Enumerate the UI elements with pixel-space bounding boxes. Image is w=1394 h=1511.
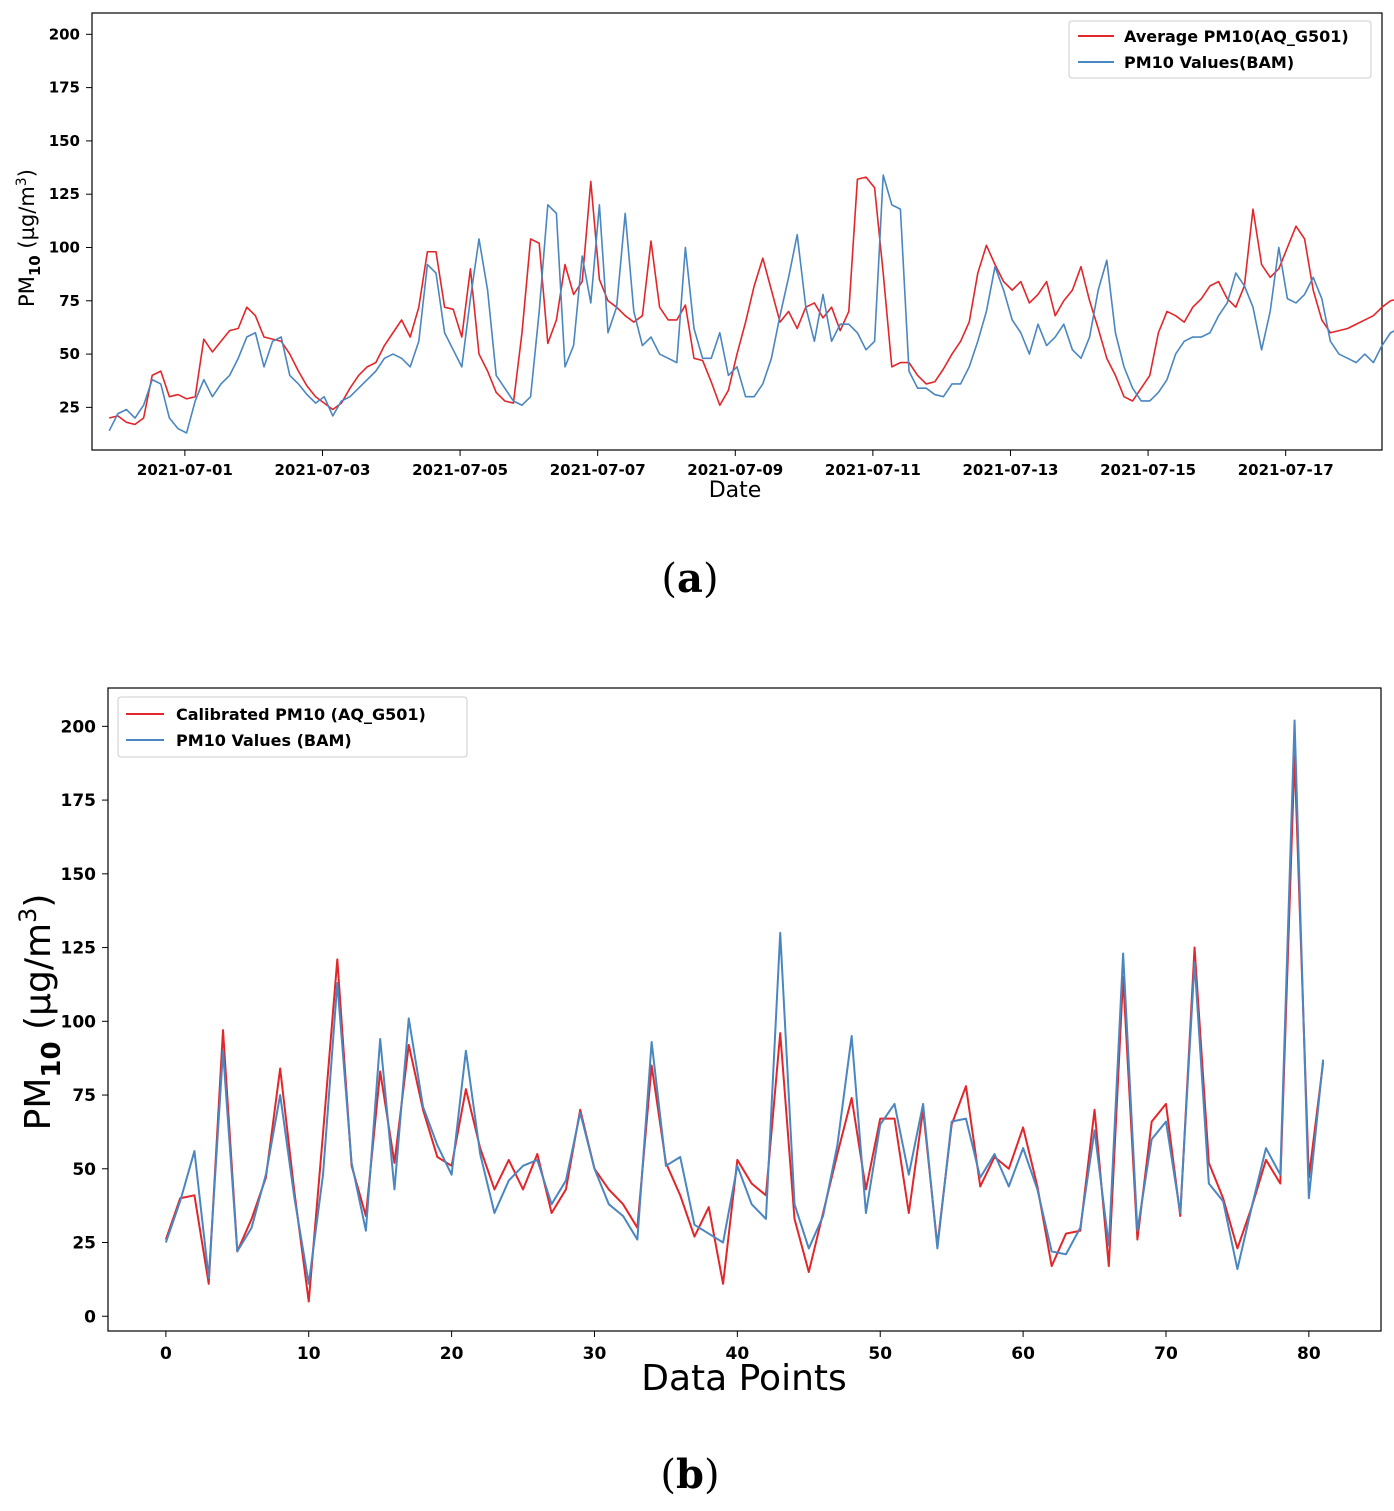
panel-b-x-tick-label: 80 xyxy=(1297,1344,1321,1364)
panel-a-y-tick-label: 175 xyxy=(49,79,80,97)
panel-a-x-tick-label: 2021-07-07 xyxy=(550,461,646,479)
panel-b-chart: 0 25 50 75 100 125 150 175 200 0 10 20 30 40 50 60 70 80… xyxy=(14,687,1382,1498)
panel-a-series-bam-line xyxy=(108,174,1394,434)
panel-b-y-tick-label: 125 xyxy=(61,939,97,959)
panel-b-y-tick-label: 175 xyxy=(61,791,97,811)
panel-a-x-tick-label: 2021-07-11 xyxy=(825,461,921,479)
panel-a-y-tick-label: 125 xyxy=(49,185,80,203)
panel-a-legend: Average PM10(AQ_G501) PM10 Values(BAM) xyxy=(1068,20,1372,79)
panel-a-chart: 25 50 75 100 125 150 175 200 2021-07-01 2021-07-… xyxy=(14,12,1394,602)
panel-b-series-bam-line xyxy=(164,719,1325,1285)
panel-a-plot-frame xyxy=(91,12,1383,451)
panel-a-x-tick-label: 2021-07-01 xyxy=(137,461,233,479)
panel-b-y-tick-label: 100 xyxy=(61,1012,97,1032)
panel-a-x-tick-label: 2021-07-17 xyxy=(1238,461,1334,479)
panel-b-y-axis-label: PM10 (µg/m3) xyxy=(14,894,67,1131)
panel-a-legend-label-average: Average PM10(AQ_G501) xyxy=(1124,27,1349,46)
panel-a-x-tick-label: 2021-07-05 xyxy=(412,461,508,479)
panel-a-y-tick-label: 100 xyxy=(49,238,80,256)
panel-a-y-tick-label: 200 xyxy=(49,25,80,43)
panel-a-x-axis-label: Date xyxy=(709,478,762,503)
panel-a-x-tick-label: 2021-07-03 xyxy=(275,461,371,479)
panel-b-caption: (b) xyxy=(660,1451,719,1498)
panel-a-x-tick-label: 2021-07-15 xyxy=(1100,461,1196,479)
panel-a-series-average-line xyxy=(109,176,1394,426)
panel-b-x-tick-label: 10 xyxy=(297,1344,321,1364)
panel-b-y-tick-label: 200 xyxy=(61,717,97,737)
panel-b-x-tick-label: 0 xyxy=(160,1344,172,1364)
panel-b-x-tick-label: 70 xyxy=(1154,1344,1178,1364)
panel-a-y-tick-label: 25 xyxy=(59,398,80,416)
panel-b-legend-box xyxy=(117,696,468,758)
panel-a-legend-label-bam: PM10 Values(BAM) xyxy=(1124,53,1294,72)
panel-b-x-tick-label: 20 xyxy=(440,1344,464,1364)
panel-b-y-tick-label: 75 xyxy=(72,1086,96,1106)
panel-b-y-tick-label: 150 xyxy=(61,865,97,885)
panel-b-x-tick-label: 40 xyxy=(726,1344,750,1364)
panel-a-y-tick-label: 50 xyxy=(59,345,80,363)
panel-a-y-tick-label: 75 xyxy=(59,292,80,310)
panel-b-x-axis-label: Data Points xyxy=(641,1358,847,1399)
panel-b-legend-label-calibrated: Calibrated PM10 (AQ_G501) xyxy=(176,705,426,724)
panel-b-plot-frame xyxy=(107,687,1382,1332)
panel-a-legend-box xyxy=(1068,20,1372,79)
panel-a-y-tick-label: 150 xyxy=(49,132,80,150)
panel-b-legend-label-bam: PM10 Values (BAM) xyxy=(176,731,352,750)
panel-b-y-tick-label: 25 xyxy=(72,1234,96,1254)
panel-b-x-tick-label: 60 xyxy=(1011,1344,1035,1364)
panel-b-legend: Calibrated PM10 (AQ_G501) PM10 Values (B… xyxy=(117,696,468,758)
panel-a-x-tick-label: 2021-07-13 xyxy=(963,461,1059,479)
panel-b-y-tick-label: 0 xyxy=(84,1307,96,1327)
panel-a-caption: (a) xyxy=(661,555,718,602)
panel-a-x-tick-label: 2021-07-09 xyxy=(687,461,783,479)
panel-b-y-tick-label: 50 xyxy=(72,1160,96,1180)
panel-a-y-axis-label: PM10 (µg/m3) xyxy=(14,169,44,307)
panel-b-x-tick-label: 50 xyxy=(868,1344,892,1364)
panel-b-x-tick-label: 30 xyxy=(583,1344,607,1364)
